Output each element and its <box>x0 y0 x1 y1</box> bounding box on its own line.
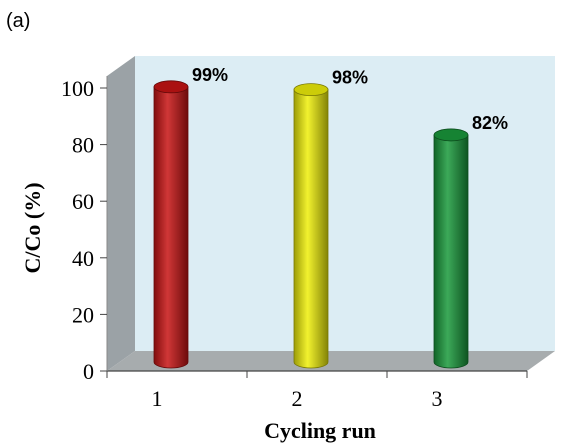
y-tick-label: 20 <box>72 302 94 327</box>
y-tick-label: 100 <box>61 76 94 101</box>
chart-back-wall <box>135 56 555 351</box>
panel-label: (a) <box>6 10 30 32</box>
x-axis-title: Cycling run <box>264 418 376 443</box>
chart-bars <box>153 80 469 369</box>
bar-body <box>153 86 189 369</box>
bar-top <box>293 83 329 97</box>
y-axis-title: C/Co (%) <box>20 182 45 273</box>
bar-top <box>433 128 469 142</box>
y-tick-label: 0 <box>83 359 94 384</box>
y-tick-label: 80 <box>72 133 94 158</box>
bar-2 <box>293 83 329 369</box>
x-tick-label: 2 <box>292 386 303 411</box>
x-tick-label: 1 <box>152 386 163 411</box>
chart-data-labels: 99% 98% 82% <box>192 65 508 133</box>
chart-side-wall <box>107 56 135 371</box>
bar-3 <box>433 128 469 369</box>
bar-body <box>433 134 469 369</box>
bar-1 <box>153 80 189 369</box>
data-label: 82% <box>472 113 508 133</box>
chart-axes: 0 20 40 60 80 100 1 2 3 <box>61 76 528 411</box>
bar-top <box>153 80 189 94</box>
x-tick-label: 3 <box>432 386 443 411</box>
data-label: 99% <box>192 65 228 85</box>
y-tick-label: 40 <box>72 246 94 271</box>
bar-body <box>293 89 329 369</box>
y-tick-label: 60 <box>72 189 94 214</box>
data-label: 98% <box>332 68 368 88</box>
